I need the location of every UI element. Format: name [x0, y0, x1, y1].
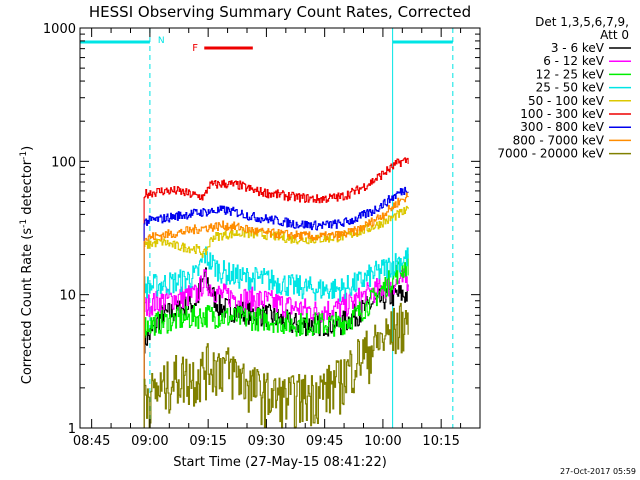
y-tick-label: 100 — [51, 155, 76, 170]
legend-header-attenuator: Att 0 — [600, 28, 629, 42]
x-tick-label: 09:45 — [306, 434, 343, 449]
x-tick-label: 10:15 — [422, 434, 459, 449]
legend-entry-label: 6 - 12 keV — [543, 54, 605, 68]
legend-entry-label: 300 - 800 keV — [520, 120, 604, 134]
series-line — [143, 267, 409, 428]
x-tick-label: 09:30 — [248, 434, 285, 449]
x-tick-label: 09:15 — [189, 434, 226, 449]
legend-entry-label: 12 - 25 keV — [536, 67, 605, 81]
chart-title: HESSI Observing Summary Count Rates, Cor… — [89, 3, 471, 21]
night-marker-label: N — [158, 36, 165, 46]
y-tick-label: 1000 — [43, 22, 76, 37]
series-layer — [143, 157, 409, 429]
y-axis-label: Corrected Count Rate (s-1 detector-1) — [19, 146, 35, 384]
flare-marker-label: F — [192, 43, 198, 54]
y-tick-label: 10 — [59, 289, 76, 304]
series-line — [143, 302, 409, 429]
y-tick-label: 1 — [68, 422, 76, 437]
series-line — [143, 268, 409, 428]
x-tick-label: 09:00 — [131, 434, 168, 449]
legend-entry-label: 3 - 6 keV — [551, 41, 605, 55]
plot-frame — [79, 27, 481, 429]
legend-entry-label: 25 - 50 keV — [536, 81, 605, 95]
series-line — [143, 186, 409, 428]
legend-entry-label: 800 - 7000 keV — [513, 133, 605, 147]
series-line — [143, 246, 409, 428]
series-line — [143, 253, 409, 428]
x-tick-label: 08:45 — [73, 434, 110, 449]
series-line — [143, 192, 409, 428]
legend-entry-label: 100 - 300 keV — [520, 107, 604, 121]
legend-entry-label: 7000 - 20000 keV — [497, 147, 604, 161]
x-axis-label: Start Time (27-May-15 08:41:22) — [173, 455, 387, 470]
series-line — [143, 157, 409, 428]
legend-header-detectors: Det 1,3,5,6,7,9, — [535, 15, 629, 29]
legend-entry-label: 50 - 100 keV — [528, 94, 605, 108]
x-tick-label: 10:00 — [364, 434, 401, 449]
generated-timestamp: 27-Oct-2017 05:59 — [560, 467, 636, 476]
orbit-markers: NF — [79, 28, 454, 428]
axes: 1 10 100 1000 08:45 09:00 09:15 09:30 09:45 10:00… — [43, 22, 481, 449]
